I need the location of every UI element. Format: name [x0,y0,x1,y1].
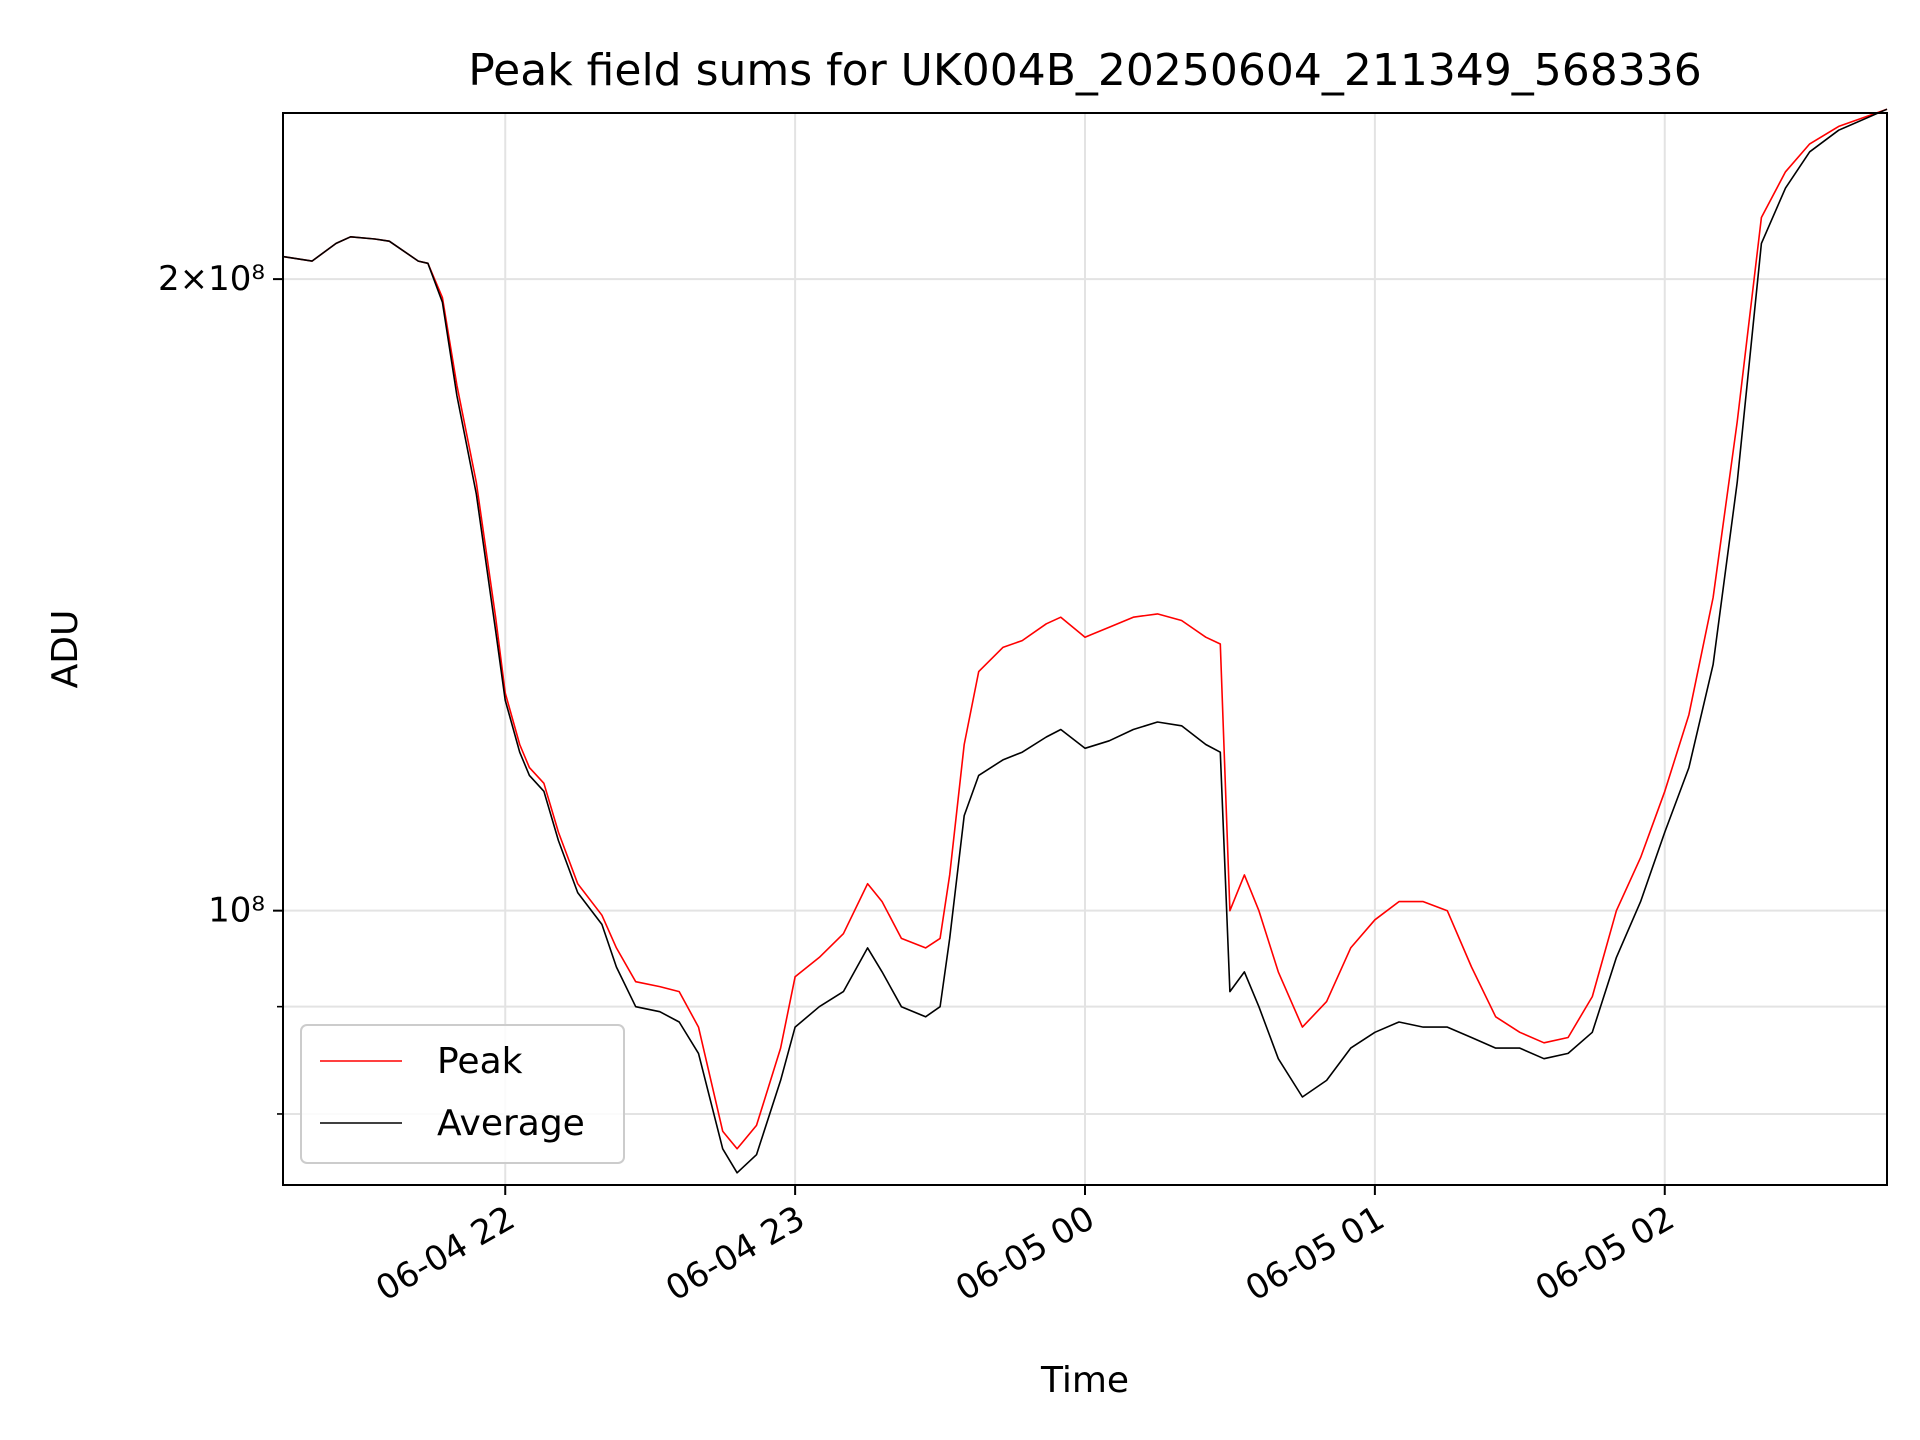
legend-label-average: Average [437,1103,585,1144]
series-line-peak [282,108,1888,1150]
series-line-average [282,108,1888,1174]
y-tick-label: 2×10⁸ [158,259,265,299]
y-tick-label: 10⁸ [208,891,265,931]
legend: Peak Average [300,1024,625,1164]
y-axis-label: ADU [45,610,86,689]
series-layer [282,108,1888,1174]
x-axis-label: Time [1040,1360,1129,1401]
chart-title: Peak field sums for UK004B_20250604_2113… [468,45,1702,96]
legend-label-peak: Peak [437,1041,523,1082]
legend-box [300,1024,625,1164]
